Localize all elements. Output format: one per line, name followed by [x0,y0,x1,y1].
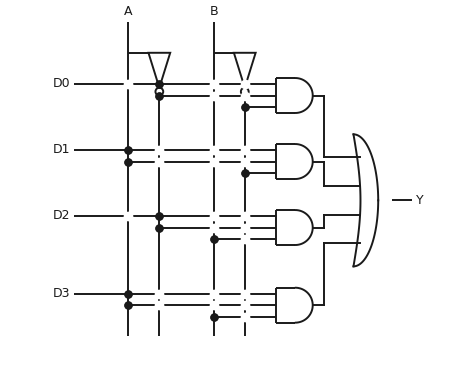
Text: Y: Y [416,194,423,207]
Text: D0: D0 [53,77,70,91]
Text: A: A [124,5,133,18]
Text: D2: D2 [53,209,70,222]
Text: B: B [210,5,218,18]
Text: D1: D1 [53,143,70,156]
Text: D3: D3 [53,287,70,300]
Circle shape [241,88,249,96]
Circle shape [155,88,163,96]
Polygon shape [234,53,255,88]
Polygon shape [148,53,170,88]
